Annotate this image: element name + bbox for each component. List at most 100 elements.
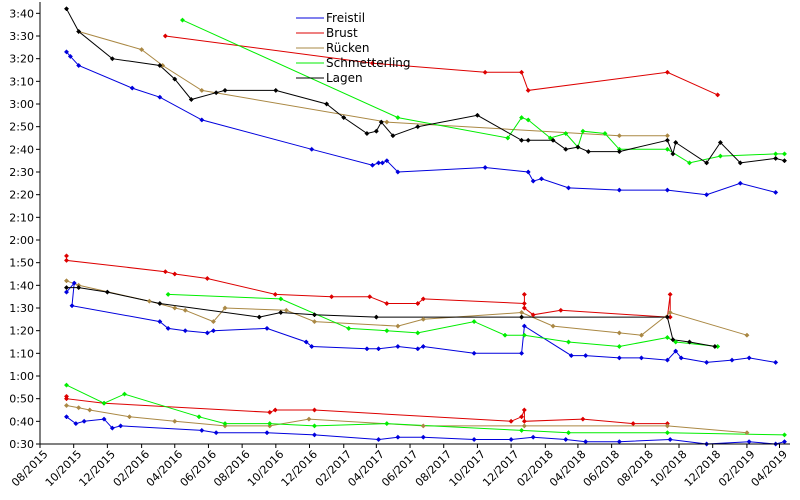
data-point-lagen [273,87,279,93]
data-point-lagen [670,337,676,343]
data-point-brust [204,275,210,282]
legend-label-schmetterling: Schmetterling [326,56,411,70]
data-point-brust [530,312,536,318]
data-point-schmetterling [602,130,608,137]
data-point-freistil [63,49,70,55]
data-point-schmetterling [717,153,723,159]
data-point-freistil [73,421,79,427]
data-point-lagen [519,137,525,143]
data-point-freistil [63,289,70,295]
y-ticks: 0:30 0:40 0:50 1:00 1:10 1:20 1:30 1:40 1:50 2:00… [9,7,40,451]
data-point-lagen [664,314,670,320]
data-point-lagen [664,137,670,143]
data-point-freistil [303,339,309,345]
data-point-freistil [67,53,73,59]
y-tick-label: 3:30 [9,30,34,43]
data-point-brust [369,60,376,66]
data-point-freistil [471,436,477,443]
data-point-freistil [199,117,205,123]
data-point-freistil [109,425,115,431]
data-point-schmetterling [121,391,128,397]
data-point-brust [521,300,527,307]
data-point-freistil [364,346,370,352]
data-point-rcken [420,423,426,429]
data-point-freistil [369,162,376,168]
data-point-lagen [364,130,370,137]
data-point-freistil [563,436,569,443]
data-point-brust [162,33,168,39]
data-point-lagen [673,139,679,146]
data-point-lagen [550,137,556,143]
y-tick-label: 2:30 [9,166,34,179]
series-line-schmetterling-1 [182,19,785,164]
x-tick-label: 12/2016 [279,448,321,490]
data-point-schmetterling [563,130,569,137]
data-point-freistil [565,185,572,191]
y-tick-label: 1:20 [9,325,34,338]
data-point-lagen [575,144,581,150]
data-point-schmetterling [179,17,186,23]
data-point-freistil [616,439,622,445]
data-point-freistil [375,160,382,166]
data-point-brust [521,305,527,311]
data-point-brust [521,291,527,297]
data-point-brust [519,69,525,75]
data-point-lagen [704,160,710,166]
data-point-freistil [157,94,163,100]
data-point-schmetterling [395,115,401,121]
data-point-schmetterling [565,339,572,345]
data-point-rcken [395,323,401,329]
data-point-lagen [63,6,70,12]
legend-label-rcken: Rücken [326,41,370,55]
data-point-brust [519,414,525,420]
x-tick-label: 12/2017 [480,448,522,490]
data-point-lagen [585,149,591,155]
data-point-schmetterling [165,291,171,297]
data-point-brust [420,296,426,302]
data-point-freistil [704,192,710,198]
data-point-lagen [390,133,396,139]
data-point-freistil [568,353,574,359]
data-point-rcken [744,332,750,338]
data-point-lagen [519,314,525,320]
y-tick-label: 2:20 [9,189,34,202]
x-ticks: 08/201510/201512/201502/201604/201606/20… [9,444,790,489]
data-point-rcken [139,47,145,53]
data-point-brust [63,396,70,402]
data-point-schmetterling [781,432,788,438]
data-point-brust [664,69,670,75]
data-point-lagen [76,28,82,35]
data-point-freistil [395,343,401,350]
data-point-freistil [673,348,679,354]
data-point-rcken [311,319,318,325]
data-point-schmetterling [773,151,779,157]
data-point-freistil [375,436,382,443]
data-point-lagen [109,56,115,62]
data-point-freistil [746,439,752,445]
data-point-rcken [199,87,205,93]
data-point-lagen [378,119,384,125]
data-point-schmetterling [101,400,107,406]
data-point-lagen [717,139,723,146]
data-point-freistil [69,303,75,309]
data-point-schmetterling [502,332,508,338]
y-tick-label: 1:40 [9,279,34,292]
data-point-schmetterling [384,421,390,427]
data-point-brust [267,409,273,415]
data-point-brust [384,300,390,307]
data-point-freistil [311,432,318,438]
data-point-lagen [76,285,82,291]
data-point-freistil [264,325,270,331]
data-point-freistil [415,346,421,352]
data-point-freistil [204,330,210,336]
data-point-brust [580,416,586,422]
data-point-freistil [420,434,426,440]
data-point-rcken [306,416,312,422]
y-tick-label: 2:10 [9,211,34,224]
data-point-freistil [678,355,684,361]
data-point-freistil [525,169,531,175]
data-point-freistil [530,178,536,184]
data-point-brust [521,407,527,413]
data-point-schmetterling [519,427,525,433]
data-point-freistil [616,187,622,193]
